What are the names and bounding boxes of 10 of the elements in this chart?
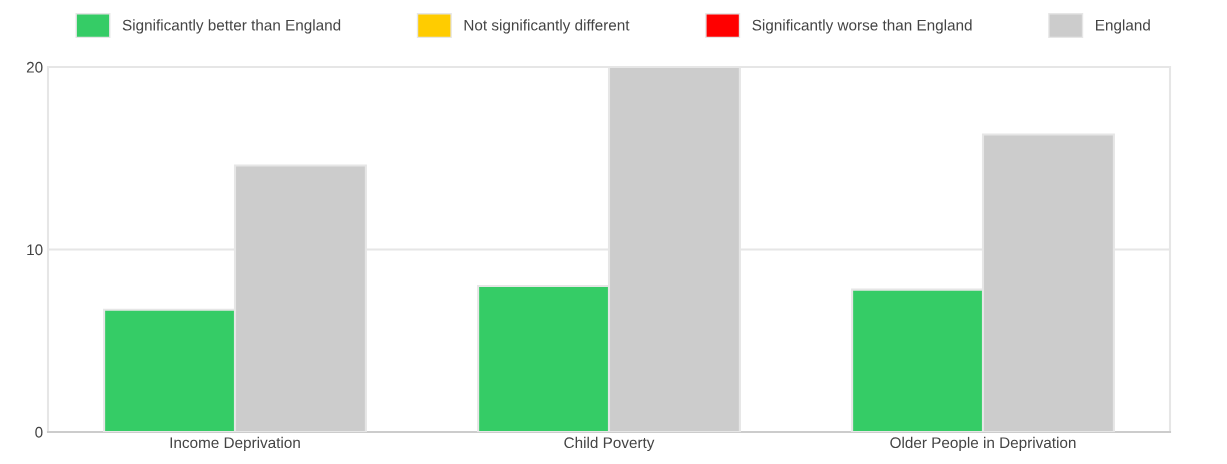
legend-label: England bbox=[1096, 19, 1150, 34]
legend-label: Significantly better than England bbox=[122, 19, 341, 34]
x-tick-label: Older People in Deprivation bbox=[890, 436, 1076, 452]
x-tick-label: Child Poverty bbox=[564, 436, 655, 452]
y-tick-label: 10 bbox=[27, 244, 43, 256]
y-tick-label: 0 bbox=[35, 426, 43, 438]
y-tick-label: 20 bbox=[26, 61, 43, 73]
legend-label: Significantly worse than England bbox=[752, 19, 972, 34]
legend-label: Not significantly different bbox=[464, 19, 630, 34]
x-tick-label: Income Deprivation bbox=[170, 436, 300, 452]
